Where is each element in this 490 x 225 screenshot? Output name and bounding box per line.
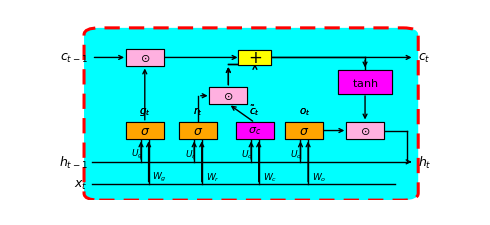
- FancyBboxPatch shape: [209, 88, 247, 105]
- Text: $W_o$: $W_o$: [312, 171, 326, 183]
- Text: $\odot$: $\odot$: [223, 91, 234, 102]
- Text: $+$: $+$: [248, 50, 262, 67]
- Text: $\sigma$: $\sigma$: [140, 124, 150, 137]
- Text: $\odot$: $\odot$: [140, 53, 150, 64]
- Text: $\sigma$: $\sigma$: [299, 124, 309, 137]
- FancyBboxPatch shape: [346, 122, 384, 140]
- FancyBboxPatch shape: [285, 122, 323, 140]
- Text: $h_t$: $h_t$: [418, 154, 432, 170]
- Text: $W_g$: $W_g$: [152, 170, 167, 183]
- FancyBboxPatch shape: [239, 51, 271, 66]
- Text: $\odot$: $\odot$: [360, 126, 370, 136]
- FancyBboxPatch shape: [179, 122, 217, 140]
- Text: $\sigma_c$: $\sigma_c$: [248, 125, 262, 137]
- Text: $W_c$: $W_c$: [263, 171, 277, 183]
- Text: $g_t$: $g_t$: [139, 106, 150, 118]
- Text: $\sigma$: $\sigma$: [193, 124, 203, 137]
- Text: $\odot$: $\odot$: [140, 53, 150, 64]
- Text: $\tanh$: $\tanh$: [352, 76, 378, 88]
- Text: $\sigma_c$: $\sigma_c$: [248, 125, 262, 137]
- FancyBboxPatch shape: [346, 122, 384, 140]
- Text: $W_r$: $W_r$: [206, 171, 220, 183]
- Text: $c_t$: $c_t$: [418, 52, 431, 65]
- FancyBboxPatch shape: [236, 122, 274, 140]
- Text: $\sigma$: $\sigma$: [140, 124, 150, 137]
- FancyBboxPatch shape: [339, 70, 392, 94]
- Text: $\tilde{c}_t$: $\tilde{c}_t$: [249, 103, 260, 118]
- Text: $\tilde{c}_t$: $\tilde{c}_t$: [249, 103, 260, 118]
- Text: $r_t$: $r_t$: [193, 105, 203, 118]
- Text: $\sigma$: $\sigma$: [193, 124, 203, 137]
- Text: $o_t$: $o_t$: [298, 106, 310, 118]
- FancyBboxPatch shape: [239, 51, 271, 66]
- FancyBboxPatch shape: [126, 122, 164, 140]
- FancyBboxPatch shape: [126, 122, 164, 140]
- Text: $o_t$: $o_t$: [298, 106, 310, 118]
- Text: $r_t$: $r_t$: [193, 105, 203, 118]
- Text: $\odot$: $\odot$: [360, 126, 370, 136]
- FancyBboxPatch shape: [339, 70, 392, 94]
- FancyBboxPatch shape: [179, 122, 217, 140]
- FancyBboxPatch shape: [126, 50, 164, 67]
- FancyBboxPatch shape: [285, 122, 323, 140]
- Text: $g_t$: $g_t$: [139, 106, 150, 118]
- Text: $\tanh$: $\tanh$: [352, 76, 378, 88]
- Text: $+$: $+$: [248, 50, 262, 67]
- Text: $\odot$: $\odot$: [223, 91, 234, 102]
- FancyBboxPatch shape: [84, 29, 418, 200]
- Text: $h_{t-1}$: $h_{t-1}$: [59, 154, 88, 170]
- FancyBboxPatch shape: [236, 122, 274, 140]
- Text: $U_o$: $U_o$: [290, 148, 302, 160]
- Text: $U_c$: $U_c$: [241, 148, 253, 160]
- FancyBboxPatch shape: [126, 50, 164, 67]
- Text: $\sigma$: $\sigma$: [299, 124, 309, 137]
- Text: $x_t$: $x_t$: [74, 178, 88, 191]
- FancyBboxPatch shape: [209, 88, 247, 105]
- Text: $U_g$: $U_g$: [130, 147, 143, 160]
- Text: $c_{t-1}$: $c_{t-1}$: [60, 52, 88, 65]
- Text: $U_r$: $U_r$: [185, 148, 196, 160]
